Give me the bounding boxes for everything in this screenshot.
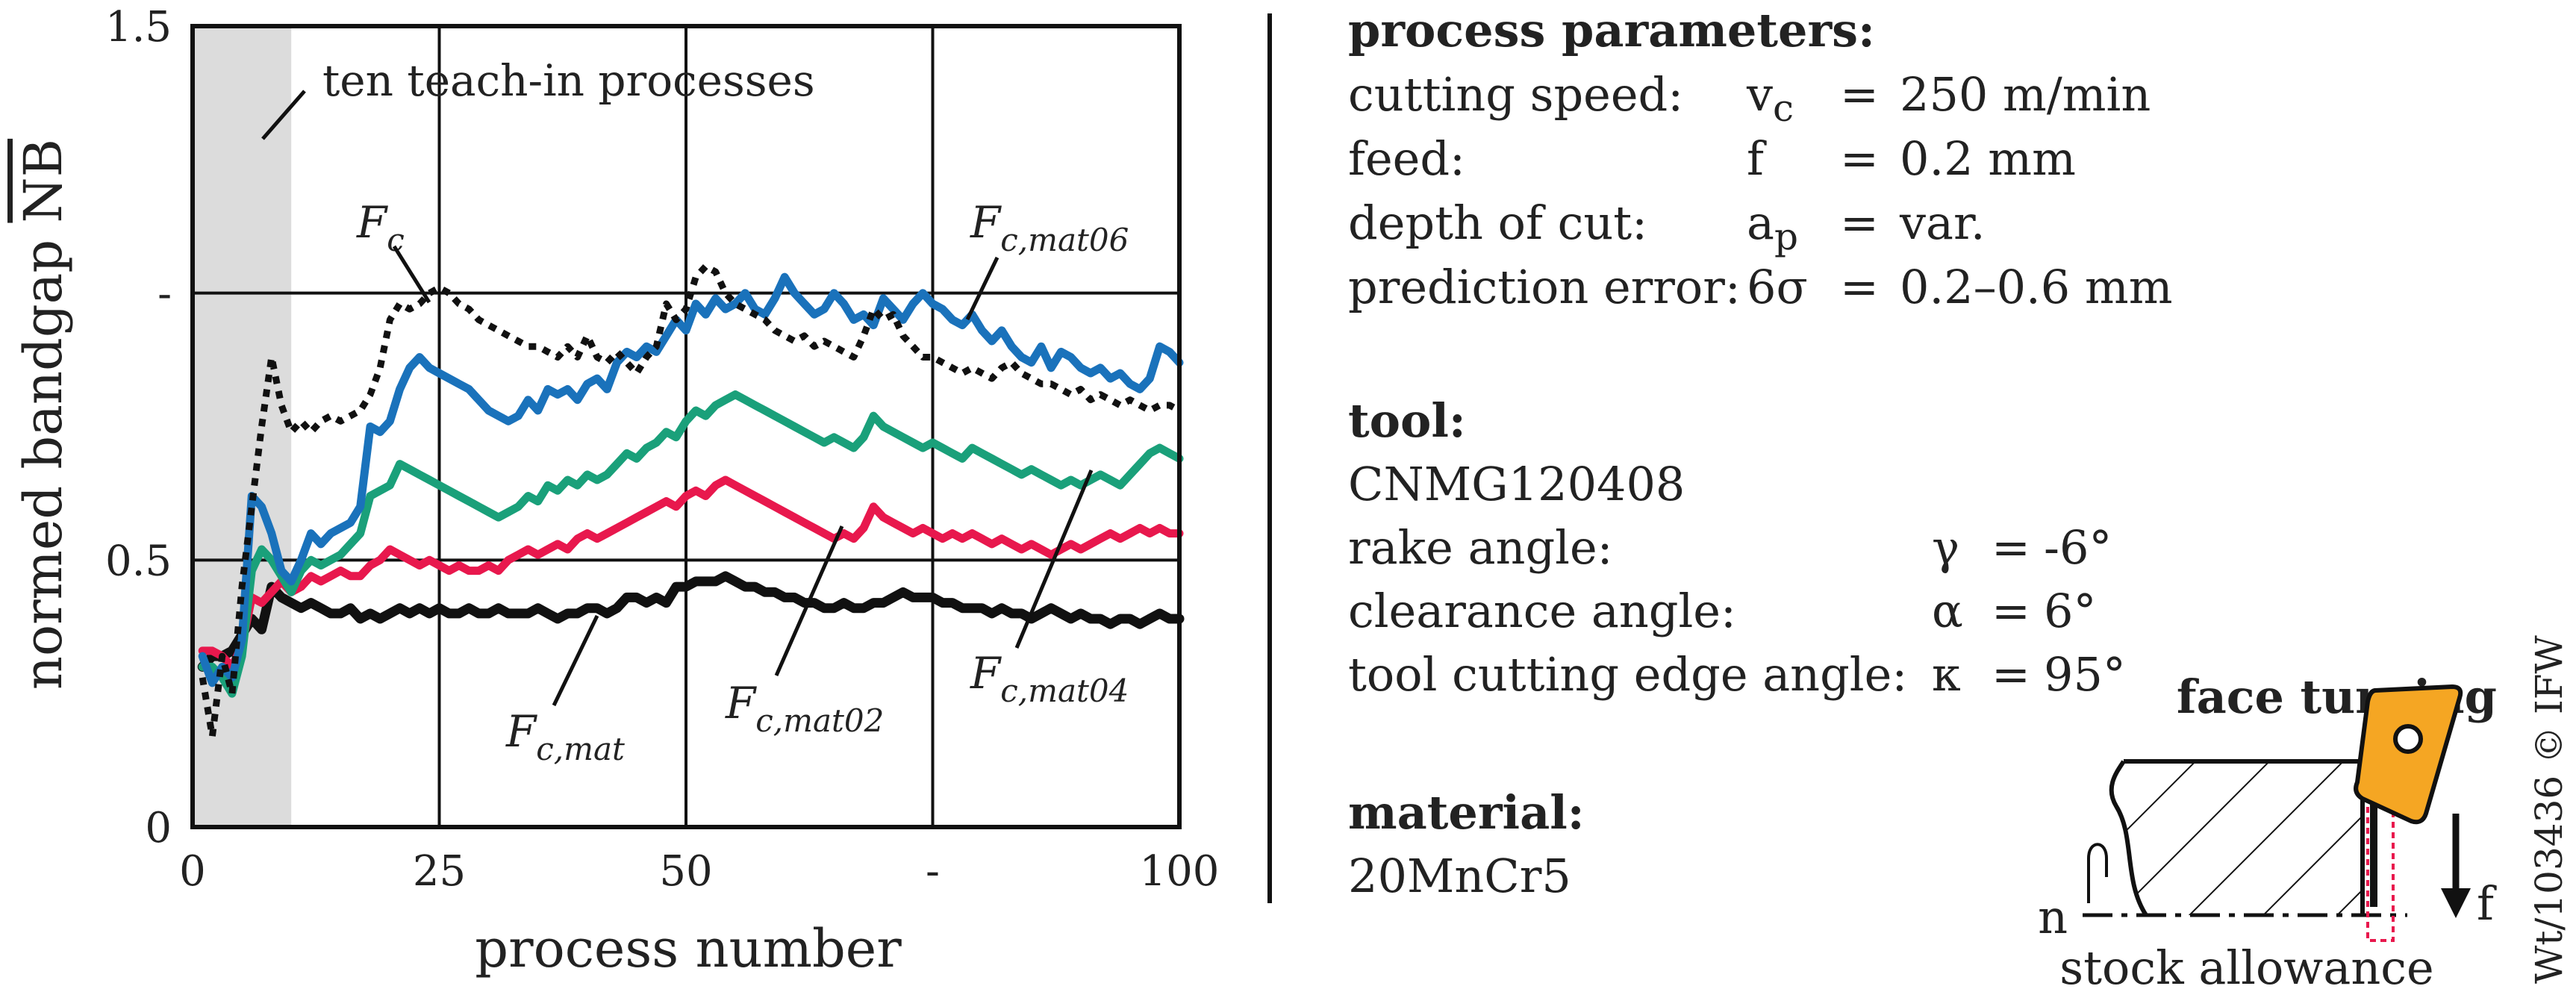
param-cutting-speed-eq: = (1840, 67, 1879, 122)
teach-in-leader (261, 90, 306, 140)
label-fcmat06: Fc,mat06 (970, 197, 1129, 258)
tick-labels: 0 25 50 - 100 0 0.5 - 1.5 (105, 3, 1220, 896)
chart: 0 25 50 - 100 0 0.5 - 1.5 ten teach-in processes… (13, 3, 1219, 979)
material-name: 20MnCr5 (1348, 849, 1571, 903)
tool-heading: tool: (1348, 393, 1466, 448)
leader-fcmat02 (774, 525, 844, 677)
tool-rake: rake angle: (1348, 520, 1613, 575)
leader-fcmat (552, 614, 599, 707)
tool-clearance-eq: = (1992, 584, 2030, 638)
tool-edge-val: 95° (2044, 647, 2126, 702)
param-feed-sym: f (1747, 131, 1767, 186)
gridlines (193, 26, 1179, 827)
param-feed-val: 0.2 mm (1900, 131, 2076, 186)
material-heading: material: (1348, 785, 1585, 840)
x-axis-label: process number (475, 918, 902, 979)
y-tick-label: 0 (145, 804, 172, 852)
tool-clearance-val: 6° (2044, 584, 2096, 638)
label-fcmat04: Fc,mat04 (970, 648, 1129, 709)
param-error: prediction error: (1348, 260, 1741, 314)
x-tick-label: 100 (1140, 847, 1220, 896)
label-fc: Fc (356, 197, 405, 258)
param-cutting-speed: cutting speed: (1348, 67, 1683, 122)
tool-name: CNMG120408 (1348, 457, 1685, 511)
stock-allowance-label: stock allowance (2059, 940, 2433, 992)
tool-edge-sym: κ (1932, 647, 1961, 702)
series-line-fc-mat (197, 571, 1185, 672)
param-feed-eq: = (1840, 131, 1879, 186)
workpiece-hatch (2111, 761, 2363, 915)
series-line-fc-mat02 (198, 475, 1184, 671)
param-error-sym: 6σ (1747, 260, 1808, 314)
tool-rake-sym: γ (1932, 520, 1959, 575)
tool-clearance-sym: α (1932, 584, 1963, 638)
series-line-fc-mat06 (198, 272, 1184, 687)
x-tick-label: 50 (659, 847, 712, 896)
param-cutting-speed-val: 250 m/min (1900, 67, 2151, 122)
leader-fcmat06 (965, 256, 999, 321)
param-depth-eq: = (1840, 196, 1879, 250)
feed-arrow-icon (2441, 888, 2471, 918)
series-line-fc (199, 263, 1182, 740)
insert-hole-icon (2393, 724, 2423, 754)
leader-fc (392, 245, 431, 304)
tool-rake-val: -6° (2044, 520, 2112, 575)
material-info: material: 20MnCr5 (1348, 785, 1585, 903)
n-label: n (2038, 890, 2068, 944)
series-layer (197, 263, 1185, 740)
teach-in-label: ten teach-in processes (322, 55, 815, 106)
y-tick-label: - (158, 270, 172, 319)
y-tick-label: 1.5 (105, 3, 172, 52)
x-tick-label: 0 (179, 847, 206, 896)
tool-parameters: tool: CNMG120408 rake angle: γ = -6° cle… (1348, 393, 2126, 702)
param-error-eq: = (1840, 260, 1879, 314)
y-tick-label: 0.5 (105, 537, 172, 585)
param-cutting-speed-sym: vc (1746, 67, 1794, 130)
param-error-val: 0.2–0.6 mm (1900, 260, 2173, 314)
y-axis-label: normed bandgap NB (13, 139, 74, 690)
insert-icon (2354, 684, 2463, 825)
param-depth: depth of cut: (1348, 196, 1647, 250)
f-label: f (2477, 876, 2497, 931)
tool-rake-eq: = (1992, 520, 2030, 575)
param-feed: feed: (1348, 131, 1465, 186)
process-parameters: process parameters: cutting speed: vc = … (1348, 3, 2173, 314)
credit: Wt/103436 © IFW (2527, 635, 2571, 984)
param-depth-val: var. (1899, 196, 1986, 250)
series-line-fc-mat04 (198, 390, 1184, 698)
face-turning-diagram: face turning n f stock allowance (2038, 670, 2497, 992)
tool-edge: tool cutting edge angle: (1348, 647, 1907, 702)
label-fcmat02: Fc,mat02 (725, 678, 884, 739)
param-depth-sym: ap (1747, 196, 1798, 258)
process-heading: process parameters: (1348, 3, 1875, 57)
leader-fcmat04 (1014, 470, 1094, 649)
teach-in-band (193, 26, 292, 827)
plot-frame (190, 24, 1182, 829)
tool-edge-eq: = (1992, 647, 2030, 702)
tool-clearance: clearance angle: (1348, 584, 1736, 638)
x-tick-label: 25 (413, 847, 466, 896)
label-fcmat: Fc,mat (505, 706, 625, 767)
x-tick-label: - (926, 847, 940, 896)
rotation-arrow-icon (2087, 843, 2108, 903)
